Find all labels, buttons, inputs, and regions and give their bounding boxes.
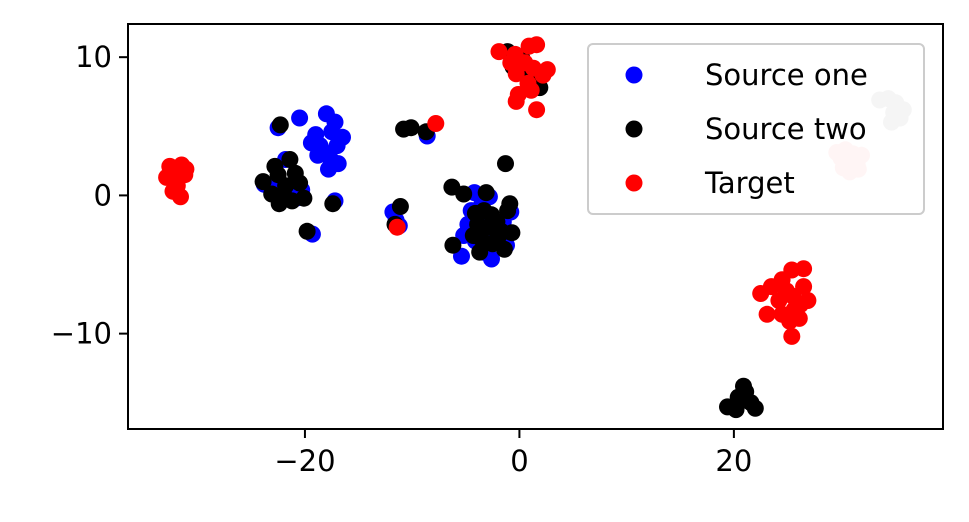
data-point — [324, 195, 342, 213]
data-point — [731, 392, 749, 410]
data-point — [172, 188, 189, 206]
data-point — [291, 174, 309, 192]
data-point — [528, 101, 546, 119]
data-point — [302, 134, 320, 152]
data-point — [502, 54, 520, 72]
data-point — [795, 260, 813, 278]
data-point — [455, 185, 473, 203]
plot-frame — [127, 23, 944, 430]
data-point — [497, 155, 514, 173]
data-point — [391, 198, 409, 215]
data-point — [783, 327, 801, 345]
y-tick-label: 0 — [94, 178, 112, 212]
data-point — [777, 282, 795, 300]
data-point — [162, 160, 180, 178]
data-point — [177, 160, 195, 178]
data-point — [799, 292, 817, 309]
data-point — [490, 43, 508, 61]
series-2 — [158, 36, 817, 345]
legend-label: Source two — [705, 112, 867, 146]
data-point — [270, 195, 288, 213]
data-point — [795, 278, 813, 296]
data-point — [735, 377, 752, 395]
legend-label: Source one — [705, 58, 868, 92]
data-point — [471, 243, 489, 261]
data-point — [281, 151, 299, 168]
data-point — [477, 184, 495, 202]
legend-box — [587, 43, 925, 215]
data-point — [328, 137, 346, 155]
y-tick-label: 10 — [75, 40, 112, 74]
data-point — [507, 92, 525, 110]
data-point — [746, 399, 764, 417]
data-point — [323, 123, 341, 141]
legend: Source one Source two Target — [587, 43, 925, 215]
data-point — [254, 173, 272, 191]
data-point — [388, 218, 406, 236]
x-tick-label: 20 — [715, 444, 752, 478]
data-point — [528, 36, 546, 54]
data-point — [271, 116, 289, 134]
data-point — [402, 119, 420, 137]
data-point — [291, 109, 309, 127]
y-axis: −10 0 10 — [51, 40, 128, 351]
legend-marker — [625, 174, 643, 192]
data-point — [444, 236, 462, 254]
data-point — [501, 195, 519, 213]
x-axis: −20 0 20 — [274, 429, 752, 478]
data-point — [490, 227, 508, 244]
data-point — [790, 309, 808, 327]
x-tick-label: −20 — [274, 444, 335, 478]
x-tick-label: 0 — [510, 444, 528, 478]
legend-marker — [625, 66, 643, 84]
data-point — [758, 305, 776, 323]
data-point — [522, 81, 540, 99]
data-point — [320, 160, 337, 178]
legend-marker — [625, 120, 643, 138]
data-point — [534, 66, 552, 84]
data-point — [298, 222, 316, 240]
y-tick-label: −10 — [51, 317, 112, 351]
data-point — [427, 115, 445, 132]
legend-label: Target — [704, 166, 795, 200]
data-point — [295, 189, 313, 207]
